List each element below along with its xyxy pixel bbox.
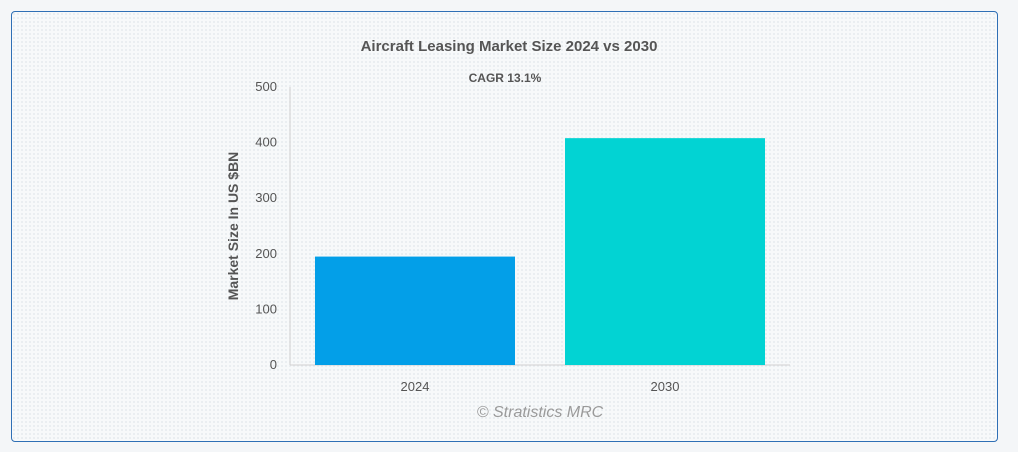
bar-2030 — [565, 138, 765, 365]
y-tick-label: 200 — [255, 246, 277, 261]
y-tick-label: 100 — [255, 301, 277, 316]
chart-subtitle: CAGR 13.1% — [468, 71, 542, 85]
y-tick-label: 400 — [255, 135, 277, 150]
y-tick-label: 500 — [255, 79, 277, 94]
y-tick-label: 300 — [255, 190, 277, 205]
x-tick-label: 2030 — [651, 379, 680, 394]
watermark: © Stratistics MRC — [476, 404, 604, 421]
y-tick-label: 0 — [270, 357, 277, 372]
chart-card — [11, 11, 998, 442]
x-tick-label: 2024 — [401, 379, 430, 394]
bar-2024 — [315, 256, 515, 365]
chart-title: Aircraft Leasing Market Size 2024 vs 203… — [360, 38, 658, 55]
